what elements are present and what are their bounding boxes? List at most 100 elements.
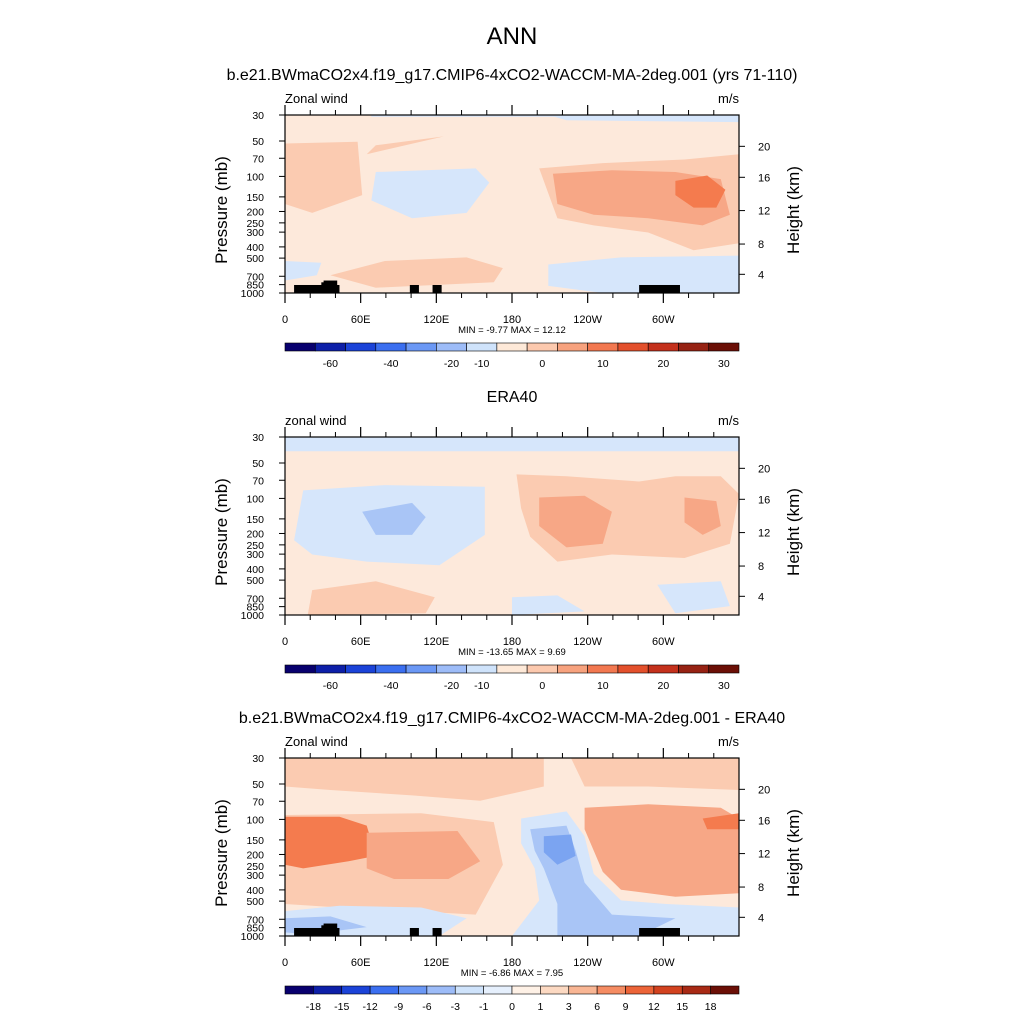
colorbar-label: -15 <box>334 1001 349 1013</box>
topography-mask <box>294 927 340 936</box>
colorbar-segment <box>436 342 467 352</box>
colorbar-label: -20 <box>444 358 459 370</box>
y-tick-label: 1000 <box>241 288 265 300</box>
colorbar-segment <box>587 664 619 674</box>
y-tick-label: 500 <box>246 575 264 587</box>
y-tick-label: 200 <box>246 206 264 218</box>
colorbar-segment <box>625 985 655 995</box>
x-tick-label: 60E <box>351 957 371 969</box>
topography-mask <box>409 284 419 293</box>
y-tick-label: 250 <box>246 861 264 873</box>
min-max-stats: MIN = -6.86 MAX = 7.95 <box>461 968 563 979</box>
colorbar-segment <box>526 664 558 674</box>
colorbar-label: 9 <box>623 1001 629 1013</box>
colorbar-segment <box>345 342 377 352</box>
panel-title: b.e21.BWmaCO2x4.f19_g17.CMIP6-4xCO2-WACC… <box>239 710 785 727</box>
x-tick-label: 120E <box>423 314 449 326</box>
y-tick-label: 150 <box>246 514 264 526</box>
colorbar-segment <box>708 342 740 352</box>
y-tick-label: 200 <box>246 849 264 861</box>
height-tick-label: 16 <box>758 494 770 506</box>
colorbar-label: -20 <box>444 680 459 692</box>
x-tick-label: 0 <box>282 636 288 648</box>
height-tick-label: 20 <box>758 463 770 475</box>
height-tick-label: 8 <box>758 882 764 894</box>
y-tick-label: 700 <box>246 593 264 605</box>
height-axis-label: Height (km) <box>784 488 803 576</box>
contour-region <box>285 816 376 869</box>
height-tick-label: 20 <box>758 784 770 796</box>
colorbar-label: 15 <box>676 1001 688 1013</box>
colorbar-label: -60 <box>323 358 338 370</box>
topography-mask <box>639 284 680 293</box>
y-tick-label: 700 <box>246 914 264 926</box>
x-tick-label: 120W <box>573 957 602 969</box>
topography-mask <box>432 927 442 936</box>
y-tick-label: 300 <box>246 549 264 561</box>
y-tick-label: 850 <box>246 602 264 614</box>
height-tick-label: 8 <box>758 239 764 251</box>
colorbar-segment <box>398 985 428 995</box>
colorbar-label: 12 <box>648 1001 660 1013</box>
figure-title: ANN <box>487 23 538 50</box>
y-tick-label: 250 <box>246 540 264 552</box>
colorbar-segment <box>375 664 407 674</box>
colorbar-label: -40 <box>383 680 398 692</box>
contour-region <box>307 581 435 615</box>
colorbar-label: 0 <box>539 358 545 370</box>
contour-region <box>330 257 503 288</box>
topography-mask <box>409 927 419 936</box>
topography-mask <box>323 923 338 936</box>
contour-region <box>285 261 322 281</box>
height-tick-label: 4 <box>758 591 764 603</box>
colorbar-segment <box>345 664 377 674</box>
contour-fill <box>285 758 739 936</box>
y-tick-label: 400 <box>246 242 264 254</box>
y-tick-label: 100 <box>246 493 264 505</box>
height-tick-label: 16 <box>758 172 770 184</box>
y-tick-label: 30 <box>252 110 264 122</box>
colorbar-label: -1 <box>479 1001 488 1013</box>
min-max-stats: MIN = -13.65 MAX = 9.69 <box>458 647 566 658</box>
y-tick-label: 500 <box>246 253 264 265</box>
contour-region <box>684 497 721 535</box>
height-tick-label: 12 <box>758 206 770 218</box>
contour-region <box>366 831 481 879</box>
contour-region <box>366 136 444 155</box>
y-tick-label: 100 <box>246 814 264 826</box>
x-tick-label: 60W <box>652 636 675 648</box>
colorbar-label: 30 <box>718 680 730 692</box>
colorbar-segment <box>313 985 343 995</box>
x-tick-label: 120E <box>423 636 449 648</box>
y-tick-label: 30 <box>252 432 264 444</box>
x-tick-label: 120E <box>423 957 449 969</box>
colorbar-segment <box>375 342 407 352</box>
panel-3: b.e21.BWmaCO2x4.f19_g17.CMIP6-4xCO2-WACC… <box>212 710 803 1013</box>
colorbar-label: 0 <box>509 1001 515 1013</box>
units-label: m/s <box>718 734 739 749</box>
y-tick-label: 50 <box>252 136 264 148</box>
colorbar-segment <box>678 342 710 352</box>
colorbar-label: 18 <box>705 1001 717 1013</box>
x-tick-label: 60E <box>351 314 371 326</box>
y-tick-label: 850 <box>246 923 264 935</box>
contour-region <box>285 437 739 452</box>
y-tick-label: 70 <box>252 475 264 487</box>
colorbar-label: -60 <box>323 680 338 692</box>
y-tick-label: 850 <box>246 280 264 292</box>
colorbar-label: 20 <box>657 680 669 692</box>
colorbar-segment <box>466 664 498 674</box>
x-tick-label: 60E <box>351 636 371 648</box>
y-tick-label: 250 <box>246 218 264 230</box>
colorbar-segment <box>341 985 371 995</box>
contour-region <box>539 495 612 548</box>
height-axis-label: Height (km) <box>784 166 803 254</box>
colorbar-segment <box>653 985 683 995</box>
colorbar-segment <box>284 342 316 352</box>
units-label: m/s <box>718 413 739 428</box>
units-label: m/s <box>718 91 739 106</box>
colorbar-segment <box>568 985 598 995</box>
height-axis-label: Height (km) <box>784 809 803 897</box>
colorbar-segment <box>710 985 740 995</box>
contour-region <box>548 255 739 293</box>
